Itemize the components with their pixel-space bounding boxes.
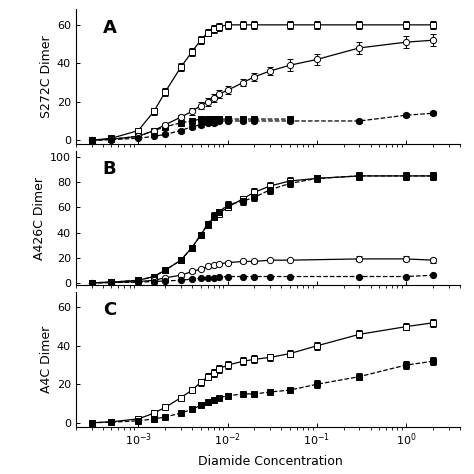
Y-axis label: S272C Dimer: S272C Dimer <box>40 36 53 118</box>
Text: B: B <box>103 160 116 178</box>
Text: C: C <box>103 301 116 319</box>
Text: Diamide Concentration: Diamide Concentration <box>198 455 343 467</box>
Text: A: A <box>103 19 117 37</box>
Y-axis label: A426C Dimer: A426C Dimer <box>33 176 46 260</box>
Y-axis label: A4C Dimer: A4C Dimer <box>40 326 53 393</box>
